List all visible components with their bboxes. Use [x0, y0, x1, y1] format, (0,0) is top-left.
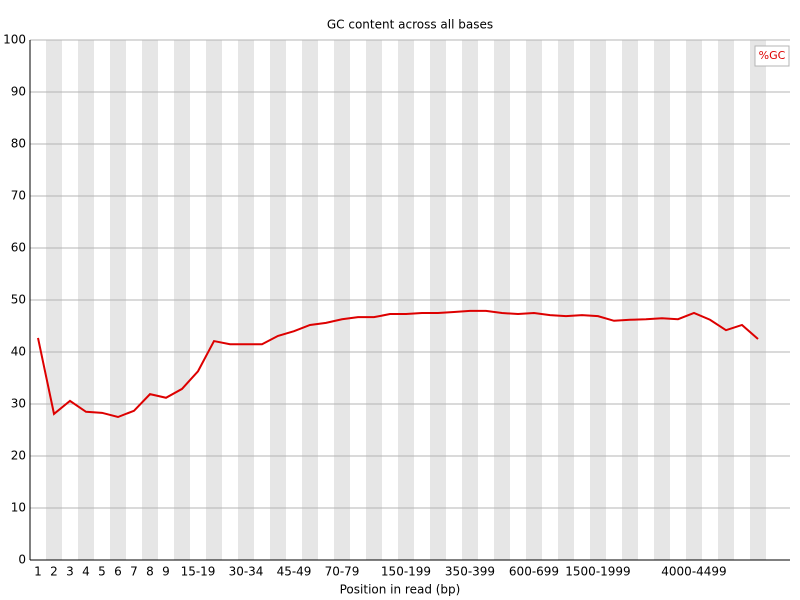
y-tick-label: 90	[11, 85, 26, 99]
x-tick-label: 5	[98, 565, 106, 579]
x-tick-label: 8	[146, 565, 154, 579]
x-tick-label: 1	[34, 565, 42, 579]
x-tick-label: 4	[82, 565, 90, 579]
x-tick-label: 30-34	[229, 565, 264, 579]
y-tick-label: 40	[11, 345, 26, 359]
x-tick-label: 1500-1999	[565, 565, 630, 579]
x-tick-label: 6	[114, 565, 122, 579]
y-tick-label: 10	[11, 501, 26, 515]
x-tick-label: 45-49	[277, 565, 312, 579]
y-tick-label: 70	[11, 189, 26, 203]
y-tick-label: 50	[11, 293, 26, 307]
y-tick-label: 20	[11, 449, 26, 463]
y-tick-label: 0	[18, 553, 26, 567]
y-tick-label: 80	[11, 137, 26, 151]
x-tick-label: 15-19	[181, 565, 216, 579]
legend-label: %GC	[759, 49, 786, 62]
chart-title: GC content across all bases	[327, 18, 493, 32]
x-tick-label: 70-79	[325, 565, 360, 579]
y-tick-label: 30	[11, 397, 26, 411]
y-tick-label: 60	[11, 241, 26, 255]
x-tick-label: 350-399	[445, 565, 495, 579]
x-tick-label: 4000-4499	[661, 565, 726, 579]
x-tick-label: 3	[66, 565, 74, 579]
y-tick-label: 100	[3, 33, 26, 47]
x-tick-label: 9	[162, 565, 170, 579]
legend-box	[754, 45, 790, 67]
data-line	[37, 309, 759, 419]
x-tick-label: 7	[130, 565, 138, 579]
x-tick-label: 150-199	[381, 565, 431, 579]
x-tick-label: 2	[50, 565, 58, 579]
legend: %GC	[754, 45, 790, 67]
x-axis-label: Position in read (bp)	[340, 583, 461, 597]
x-tick-label: 600-699	[509, 565, 559, 579]
